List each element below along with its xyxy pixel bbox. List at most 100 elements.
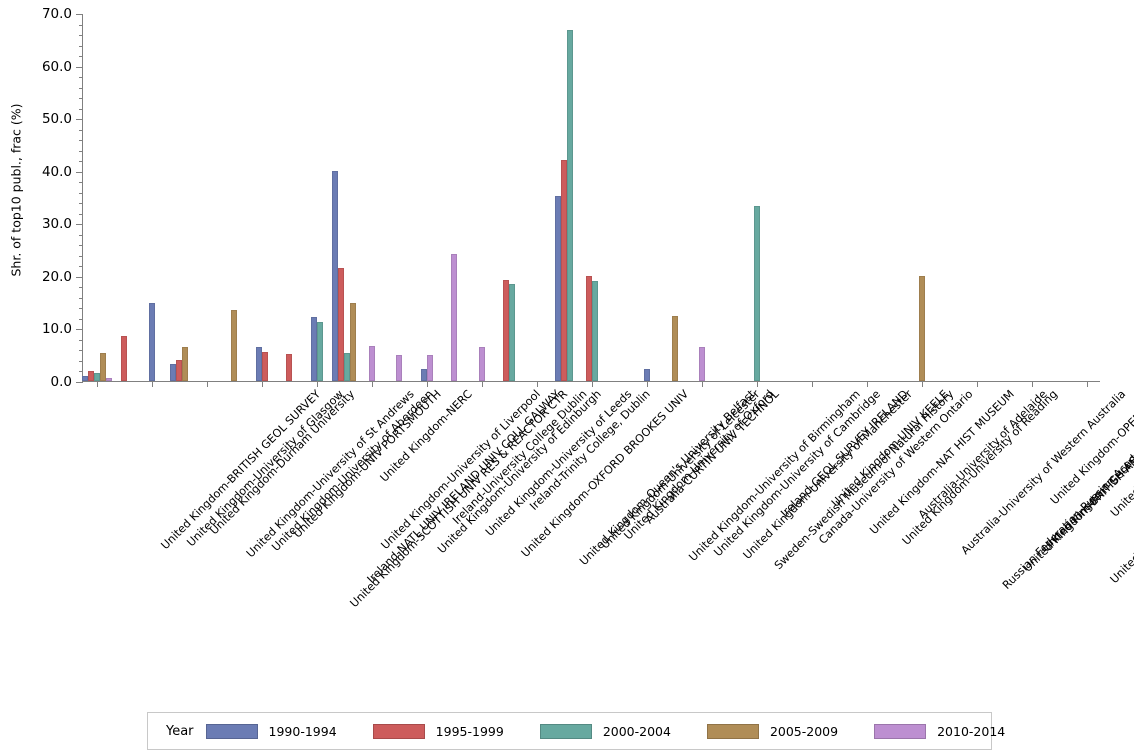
y-tick-minor — [79, 255, 83, 257]
y-tick — [76, 66, 83, 68]
x-tick — [96, 381, 98, 387]
legend: Year 1990-1994 1995-1999 2000-2004 2005-200… — [147, 712, 1005, 750]
y-tick-minor — [79, 56, 83, 58]
x-tick — [922, 381, 924, 387]
y-tick-minor — [79, 182, 83, 184]
y-tick-minor — [79, 287, 83, 289]
bar — [121, 336, 128, 381]
y-tick-label: 70.0 — [41, 6, 72, 22]
x-tick — [481, 381, 483, 387]
x-tick — [977, 381, 979, 387]
bar — [503, 280, 510, 381]
bar — [231, 310, 238, 381]
legend-entry[interactable]: 1990-1994 — [205, 723, 369, 739]
legend-entry[interactable]: 1995-1999 — [372, 723, 536, 739]
y-tick — [76, 171, 83, 173]
y-tick-minor — [79, 297, 83, 299]
bar — [509, 283, 516, 381]
legend-entry[interactable]: 2005-2009 — [706, 723, 870, 739]
x-tick — [867, 381, 869, 387]
bar — [255, 347, 262, 381]
bar — [310, 316, 317, 381]
x-tick — [536, 381, 538, 387]
legend-swatch — [205, 723, 258, 739]
y-tick — [76, 329, 83, 331]
y-tick-minor — [79, 150, 83, 152]
bar — [338, 267, 345, 381]
bar — [478, 347, 485, 381]
bar — [170, 363, 177, 381]
y-tick-label: 60.0 — [41, 58, 72, 75]
x-tick — [1032, 381, 1034, 387]
legend-title: Year — [166, 723, 194, 739]
y-tick — [76, 276, 83, 278]
y-axis-label: Shr. of top10 publ., frac (%) — [8, 103, 24, 277]
bar — [176, 359, 183, 381]
plot-area: 0.0 10.0 20.0 30.0 40.0 50.0 60.0 70.0 — [42, 6, 1100, 390]
legend-swatch — [372, 723, 425, 739]
bar — [567, 30, 574, 381]
y-tick-minor — [79, 24, 83, 26]
y-tick-minor — [79, 45, 83, 47]
bar — [99, 352, 106, 381]
y-tick-minor — [79, 266, 83, 268]
bar — [286, 353, 293, 381]
bar — [105, 378, 112, 381]
bar — [93, 372, 100, 381]
y-tick-minor — [79, 318, 83, 320]
y-tick-minor — [79, 35, 83, 37]
y-tick — [76, 119, 83, 121]
legend-entry[interactable]: 2000-2004 — [539, 723, 703, 739]
bar — [555, 195, 562, 381]
bar — [592, 281, 598, 381]
legend-label: 1995-1999 — [435, 723, 504, 739]
bar — [699, 347, 706, 381]
y-tick-minor — [79, 108, 83, 110]
y-tick-minor — [79, 350, 83, 352]
legend-label: 2000-2004 — [602, 723, 671, 739]
y-tick-minor — [79, 360, 83, 362]
y-tick-minor — [79, 161, 83, 163]
bar — [350, 302, 357, 381]
bar — [586, 275, 592, 381]
y-tick — [76, 14, 83, 15]
bar — [396, 355, 403, 381]
x-tick — [757, 381, 759, 387]
x-tick — [371, 381, 373, 387]
y-tick — [76, 382, 83, 383]
bar — [316, 322, 323, 381]
bar — [87, 370, 94, 381]
bar — [754, 205, 761, 381]
legend-swatch — [539, 723, 592, 739]
y-tick-label: 30.0 — [41, 216, 72, 233]
legend-entry[interactable]: 2010-2014 — [874, 723, 1037, 739]
x-tick — [151, 381, 153, 387]
y-tick-minor — [79, 77, 83, 79]
y-tick-minor — [79, 129, 83, 131]
x-tick — [261, 381, 263, 387]
x-tick — [592, 381, 593, 387]
x-tick — [702, 381, 704, 387]
bar — [451, 254, 458, 381]
x-tick — [812, 381, 814, 387]
y-tick — [76, 224, 83, 226]
x-tick — [316, 381, 318, 387]
x-tick — [1087, 381, 1089, 387]
legend-label: 2005-2009 — [769, 723, 839, 739]
y-tick-label: 0.0 — [50, 374, 72, 390]
x-tick — [426, 381, 428, 387]
bar — [561, 159, 568, 381]
y-tick-minor — [79, 245, 83, 247]
bar — [368, 345, 375, 381]
bar — [81, 375, 88, 381]
y-tick-minor — [79, 98, 83, 100]
y-tick-minor — [79, 203, 83, 205]
y-tick-minor — [79, 339, 83, 341]
x-tick — [647, 381, 649, 387]
y-tick-label: 10.0 — [41, 321, 72, 338]
bar — [148, 302, 155, 381]
y-tick-minor — [79, 308, 83, 310]
bar — [344, 352, 351, 381]
bar — [182, 347, 189, 381]
